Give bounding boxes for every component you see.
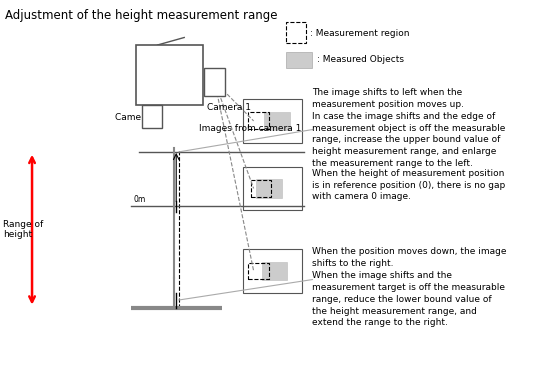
Text: Images from camera 1: Images from camera 1 (199, 124, 301, 133)
Bar (262, 262, 287, 280)
Bar (264, 112, 290, 130)
Text: : Measurement region: : Measurement region (310, 28, 410, 38)
Text: Adjustment of the height measurement range: Adjustment of the height measurement ran… (5, 9, 278, 22)
Bar (248, 262, 269, 279)
Bar (251, 180, 271, 197)
Text: 0m: 0m (134, 195, 146, 204)
Bar (243, 167, 302, 210)
Bar (136, 45, 203, 105)
Text: When the height of measurement position
is in reference position (0), there is n: When the height of measurement position … (312, 169, 506, 201)
Bar (243, 249, 302, 292)
Bar (243, 99, 302, 142)
Text: Camera 0: Camera 0 (115, 112, 159, 122)
Text: The image shifts to left when the
measurement position moves up.
In case the ima: The image shifts to left when the measur… (312, 88, 506, 168)
Text: Range of
height: Range of height (3, 220, 43, 239)
Bar (256, 179, 282, 198)
Bar (204, 68, 225, 96)
Bar (286, 53, 312, 68)
Text: : Measured Objects: : Measured Objects (317, 56, 404, 64)
Bar (286, 22, 306, 43)
Text: When the position moves down, the image
shifts to the right.
When the image shif: When the position moves down, the image … (312, 248, 507, 327)
Bar (142, 105, 162, 128)
Bar (248, 112, 269, 129)
Text: Camera 1: Camera 1 (207, 103, 250, 112)
